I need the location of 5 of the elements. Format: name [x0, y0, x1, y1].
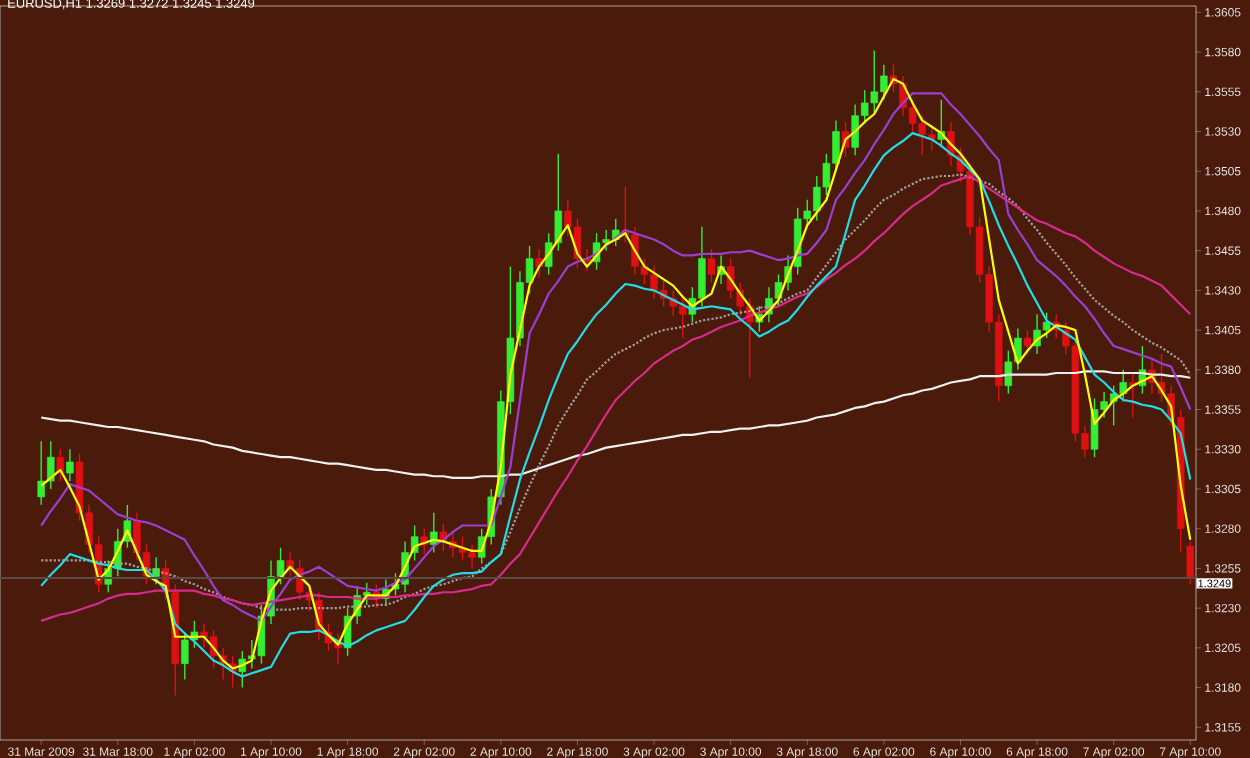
candlestick [707, 248, 716, 284]
candlestick [1023, 329, 1032, 355]
candlestick [1119, 369, 1127, 403]
candlestick [1186, 540, 1195, 585]
candlestick [66, 448, 74, 482]
